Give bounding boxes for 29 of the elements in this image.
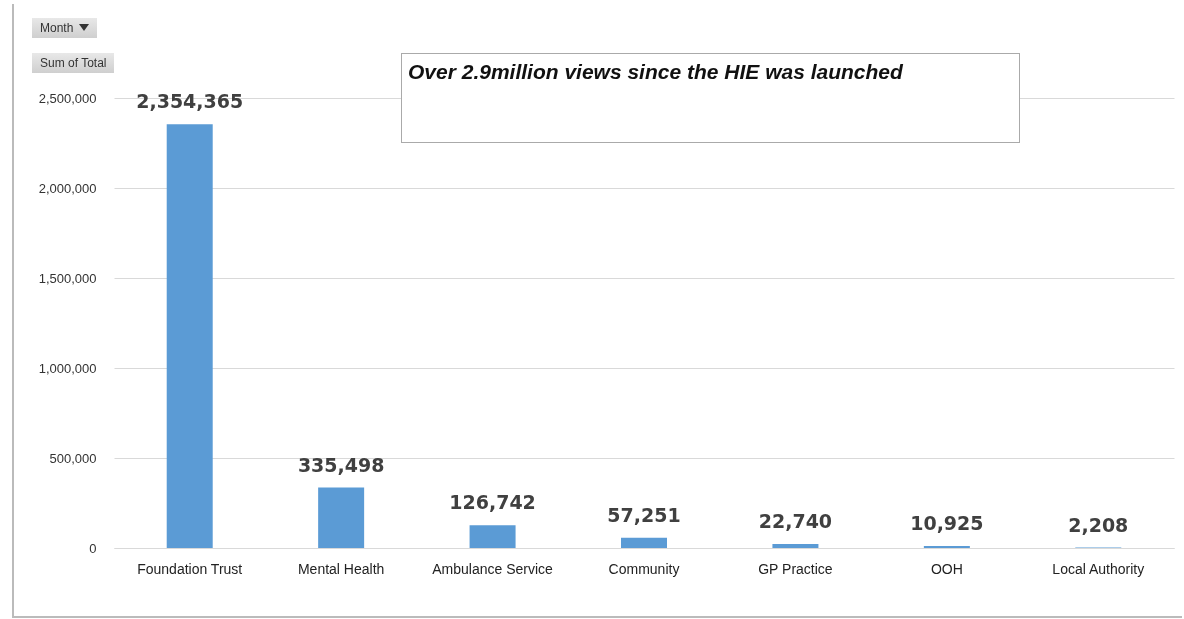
bar [318,487,365,548]
x-tick-label: Local Authority [1052,560,1145,577]
y-tick-label: 500,000 [49,450,97,466]
bar [772,543,819,548]
data-label: 2,208 [1068,513,1129,536]
y-tick-label: 2,000,000 [38,180,97,196]
y-tick-label: 2,500,000 [38,90,97,106]
x-tick-label: Foundation Trust [137,560,243,577]
chart-title: Over 2.9million views since the HIE was launched [408,60,903,83]
bar [166,124,213,548]
data-label: 2,354,365 [136,90,244,113]
text: Month [40,21,74,35]
x-tick-label: GP Practice [758,560,833,577]
data-label: 10,925 [910,512,984,535]
data-label: 126,742 [449,491,536,514]
x-tick-label: Community [608,560,680,577]
x-tick-label: Ambulance Service [432,560,554,577]
x-tick-label: OOH [930,560,963,577]
y-tick-label: 0 [89,540,97,556]
x-tick-label: Mental Health [297,560,385,577]
y-tick-label: 1,000,000 [38,360,97,376]
text: Sum of Total [40,56,107,70]
y-tick-label: 1,500,000 [38,270,97,286]
data-label: 57,251 [607,503,681,526]
data-label: 335,498 [297,453,385,476]
text-box: Over 2.9million views since the HIE was launched [401,53,1020,143]
bar [469,525,516,548]
data-label: 22,740 [758,509,833,532]
bar [621,537,667,548]
